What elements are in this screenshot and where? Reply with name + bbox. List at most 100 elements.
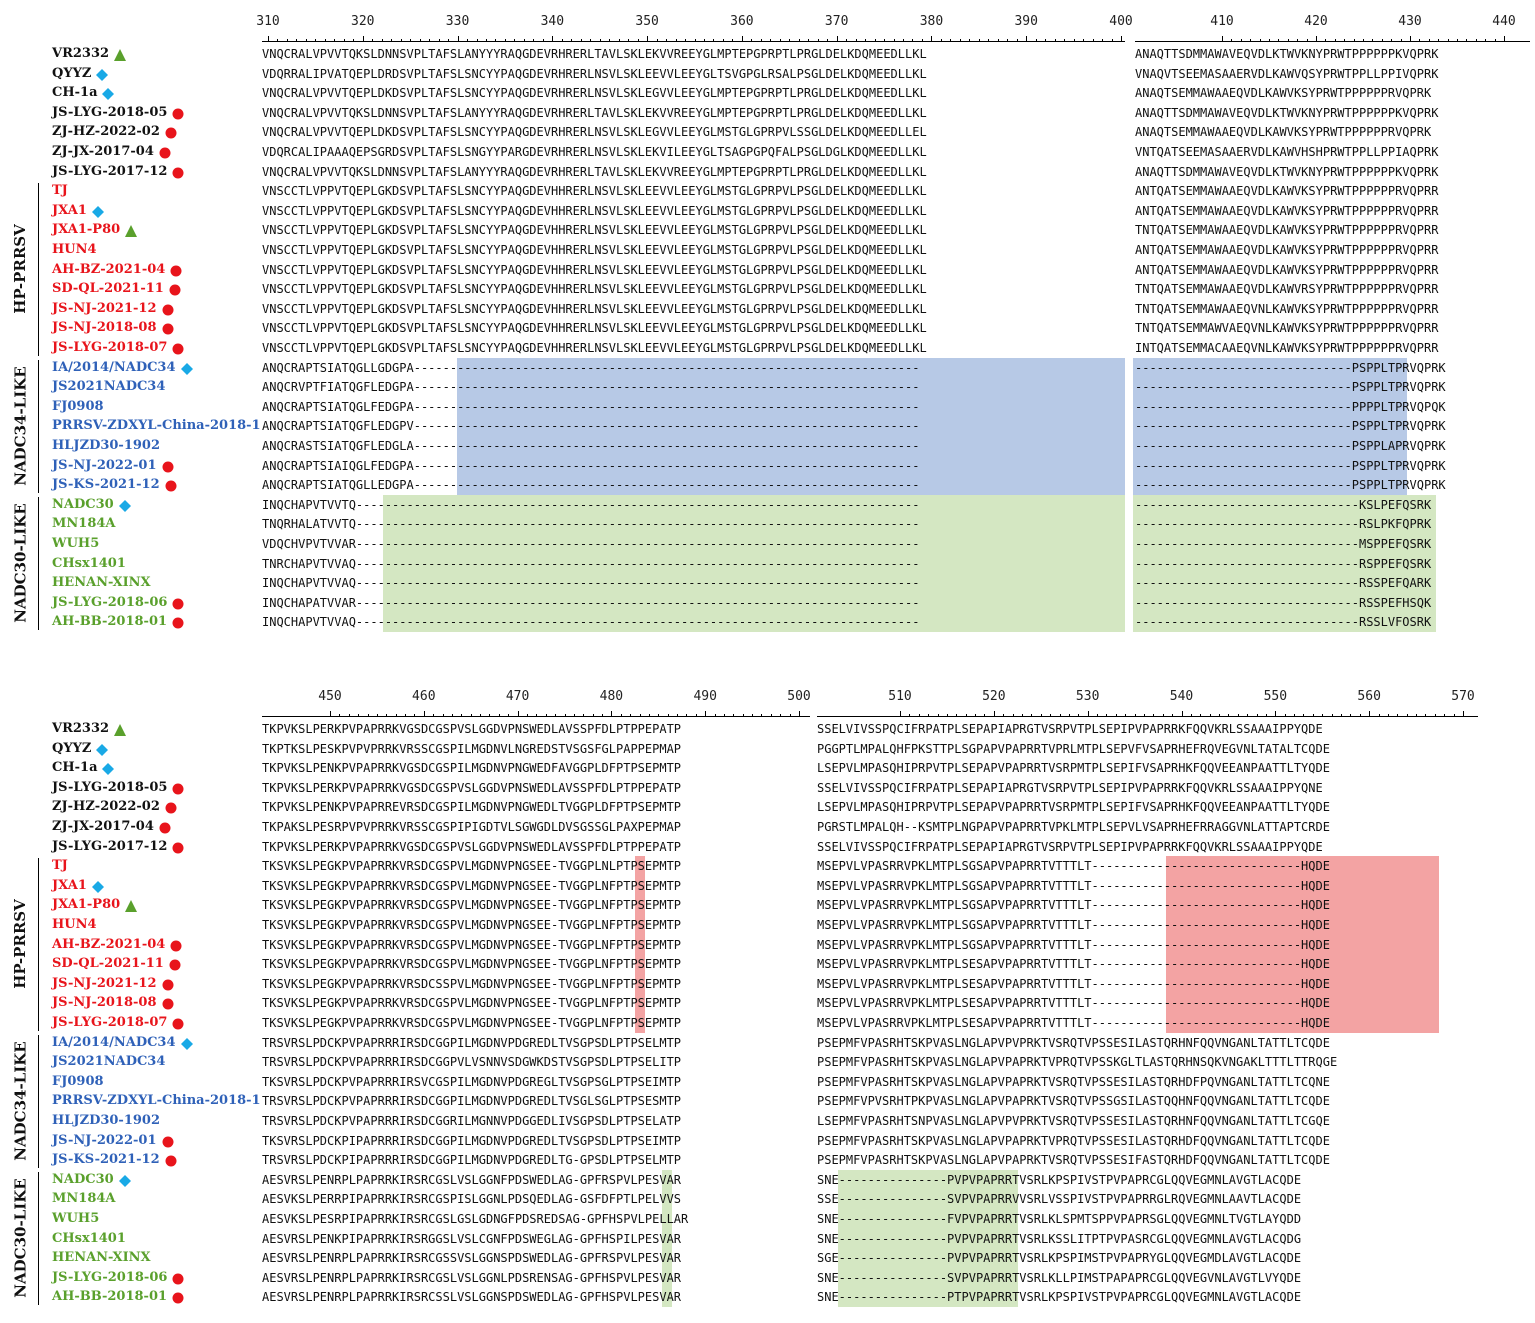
ruler-minor-tick	[1416, 714, 1418, 717]
strain-name: JS-KS-2021-12	[52, 1152, 160, 1168]
ruler-tick	[1222, 36, 1223, 42]
circle-icon	[172, 1272, 184, 1290]
ruler-minor-tick	[1073, 39, 1075, 42]
ruler-minor-tick	[666, 39, 668, 42]
ruler-minor-tick	[1200, 714, 1202, 717]
strain-name: AH-BB-2018-01	[52, 614, 168, 630]
sequence-block-b: MSEPVLVPASRRVPKLMTPLSESAPVPAPRRTVTTTLT--…	[817, 976, 1330, 991]
circle-icon	[159, 146, 171, 164]
ruler-minor-tick	[470, 714, 472, 717]
sequence-row: HLJZD30-1902 ANQCRASTSIATQGFLEDGLA-------…	[0, 436, 1535, 456]
ruler-minor-tick	[489, 714, 491, 717]
ruler-tick	[552, 36, 554, 42]
ruler-minor-tick	[395, 714, 397, 717]
sequence-block-a: TKSVKSLPEGKPVPAPRRKVRSDCSSPVLMGDNVPNGSEE…	[262, 976, 682, 991]
ruler-minor-tick	[1438, 39, 1440, 42]
ruler-minor-tick	[1457, 39, 1458, 42]
ruler-tick	[1504, 36, 1505, 42]
sequence-row: TJ VNSCCTLVPPVTQEPLGKDSVPLTAFSLSNCYYPAQGD…	[0, 181, 1535, 201]
ruler-minor-tick	[903, 39, 904, 42]
ruler-minor-tick	[1303, 714, 1305, 717]
sequence-block-a: TKPAKSLPESRPVPVPRRKVRSSCGSPIPIGDTVLSGWGD…	[262, 820, 682, 834]
strain-name: MN184A	[52, 516, 116, 532]
sequence-block-a: INQCHAPVTVVAQ---------------------------…	[262, 615, 920, 630]
ruler-minor-tick	[1083, 39, 1085, 42]
ruler-minor-tick	[1400, 39, 1402, 42]
ruler-minor-tick	[808, 39, 810, 42]
strain-name: QYYZ	[52, 740, 92, 756]
sequence-block-a: TKPTKSLPESKPVPVPRRKVRSSCGSPILMGDNVLNGRED…	[262, 741, 682, 756]
sequence-block-a: AESVRSLPENKPIPAPRRKIRSRGGSLVSLCGNFPDSWEG…	[262, 1231, 682, 1246]
ruler-minor-tick	[1016, 39, 1018, 42]
ruler-minor-tick	[1284, 714, 1286, 717]
ruler-minor-tick	[1334, 39, 1336, 42]
group-bracket	[38, 858, 39, 1031]
ruler-minor-tick	[1003, 714, 1005, 717]
ruler-minor-tick	[1259, 39, 1261, 42]
ruler-minor-tick	[928, 714, 930, 717]
ruler-minor-tick	[1068, 714, 1070, 717]
ruler-minor-tick	[1406, 714, 1408, 717]
ruler-minor-tick	[343, 39, 345, 42]
sequence-block-b: ANTQATSEMMAWAAEQVDLKAWVKSYPRWTPPPPPPRVQP…	[1135, 243, 1439, 257]
ruler-tick	[1026, 36, 1028, 42]
ruler-tick-label: 570	[1451, 689, 1475, 704]
ruler-minor-tick	[1250, 39, 1252, 42]
circle-icon	[159, 821, 171, 839]
ruler-tick	[330, 711, 331, 717]
sequence-block-a: TKPVKSLPERKPVPAPRRKVGSDCGSPVSLGGDVPNSWED…	[262, 780, 682, 795]
ruler-tick-label: 520	[982, 689, 1006, 704]
ruler-minor-tick	[339, 714, 341, 717]
group-bracket	[38, 1034, 39, 1168]
ruler-minor-tick	[1265, 714, 1267, 717]
ruler-minor-tick	[1054, 39, 1056, 42]
sequence-block-a: ANQCRAPTSIATQGLLEDGPA-------------------…	[262, 478, 920, 493]
sequence-row: HUN4 TKSVKSLPEGKPVPAPRRKVRSDCGSPVLMGDNVPN…	[0, 915, 1535, 935]
ruler-minor-tick	[1453, 714, 1455, 717]
ruler-minor-tick	[602, 714, 604, 717]
sequence-block-b: MSEPVLVPASRRVPKLMTPLSESAPVPAPRRTVTTTLT--…	[817, 1016, 1330, 1030]
ruler-minor-tick	[937, 714, 939, 717]
ruler-line	[1135, 41, 1530, 42]
ruler-minor-tick	[686, 714, 688, 717]
sequence-row: ZJ-HZ-2022-02 TKPVKSLPENKPVPAPRREVRSDCGSP…	[0, 797, 1535, 817]
sequence-block-a: VNSCCTLVPPVTQEPLGKDSVPLTAFSLSNCYYPAQGDEV…	[262, 262, 927, 277]
sequence-block-b: SSELVIVSSPQCIFRPATPLSEPAPIAPRGTVSRPVTPLS…	[817, 722, 1323, 736]
circle-icon	[172, 342, 184, 360]
sequence-block-a: TKSVKSLPEGKPVPAPRRKVRSDCGSPVLMGDNVPNGSEE…	[262, 898, 682, 913]
sequence-block-a: TKPVKSLPERKPVPAPRRKVGSDCGSPVSLGGDVPNSWED…	[262, 722, 682, 736]
ruler-minor-tick	[391, 39, 393, 42]
sequence-block-a: VNQCRALVPVVTQEPLDKDSVPLTAFSLSNCYYPAQGDEV…	[262, 86, 927, 101]
circle-icon	[162, 978, 174, 996]
sequence-block-b: ANAQTTSDMMAWAVEQVDLKTWVKNYPRWTPPPPPPKVQP…	[1135, 105, 1439, 120]
ruler-minor-tick	[1466, 39, 1468, 42]
ruler-minor-tick	[1428, 39, 1430, 42]
sequence-block-a: ANQCRAPTSIATQGLLGDGPA-------------------…	[262, 360, 920, 375]
ruler-tick-label: 360	[730, 14, 754, 29]
strain-name: AH-BZ-2021-04	[52, 261, 166, 277]
ruler-tick	[799, 711, 800, 717]
circle-icon	[170, 939, 182, 957]
sequence-row: SD-QL-2021-11 TKSVKSLPEGKPVPAPRRKVRSDCGSP…	[0, 954, 1535, 974]
diamond-icon	[118, 499, 131, 517]
ruler-tick	[423, 711, 425, 717]
ruler-minor-tick	[1031, 714, 1033, 717]
circle-icon	[162, 460, 174, 478]
sequence-block-a: TKSVKSLPEGKPVPAPRRKVRSDCGSPVLMGDNVPNGSEE…	[262, 1016, 682, 1030]
diamond-icon	[102, 762, 115, 780]
sequence-row: HENAN-XINX AESVRSLPENRPLPAPRRKIRSRCGSSVSL…	[0, 1248, 1535, 1268]
strain-name: CHsx1401	[52, 555, 126, 571]
strain-name: ZJ-HZ-2022-02	[52, 799, 160, 815]
ruler-minor-tick	[978, 39, 980, 42]
sequence-block-b: ANTQATSEMMAWAAEQVDLKAWVKSYPRWTPPPPPPRVQP…	[1135, 262, 1439, 277]
ruler-tick-label: 540	[1169, 689, 1194, 704]
position-ruler: 450 460 470 480 490 500	[262, 687, 811, 717]
sequence-block-b: ------------------------------PSPPLTPRVQ…	[1135, 360, 1446, 375]
sequence-row: VR2332 VNQCRALVPVVTQKSLDNNSVPLTAFSLANYYYR…	[0, 44, 1535, 64]
sequence-block-a: AESVRSLPENRPLPAPRRKIRSRCSSLVSLGGNSPDSWED…	[262, 1290, 682, 1305]
ruler-minor-tick	[703, 39, 705, 42]
triangle-icon	[125, 899, 138, 917]
ruler-minor-tick	[1040, 714, 1042, 717]
ruler-minor-tick	[1078, 714, 1080, 717]
ruler-minor-tick	[592, 714, 594, 717]
